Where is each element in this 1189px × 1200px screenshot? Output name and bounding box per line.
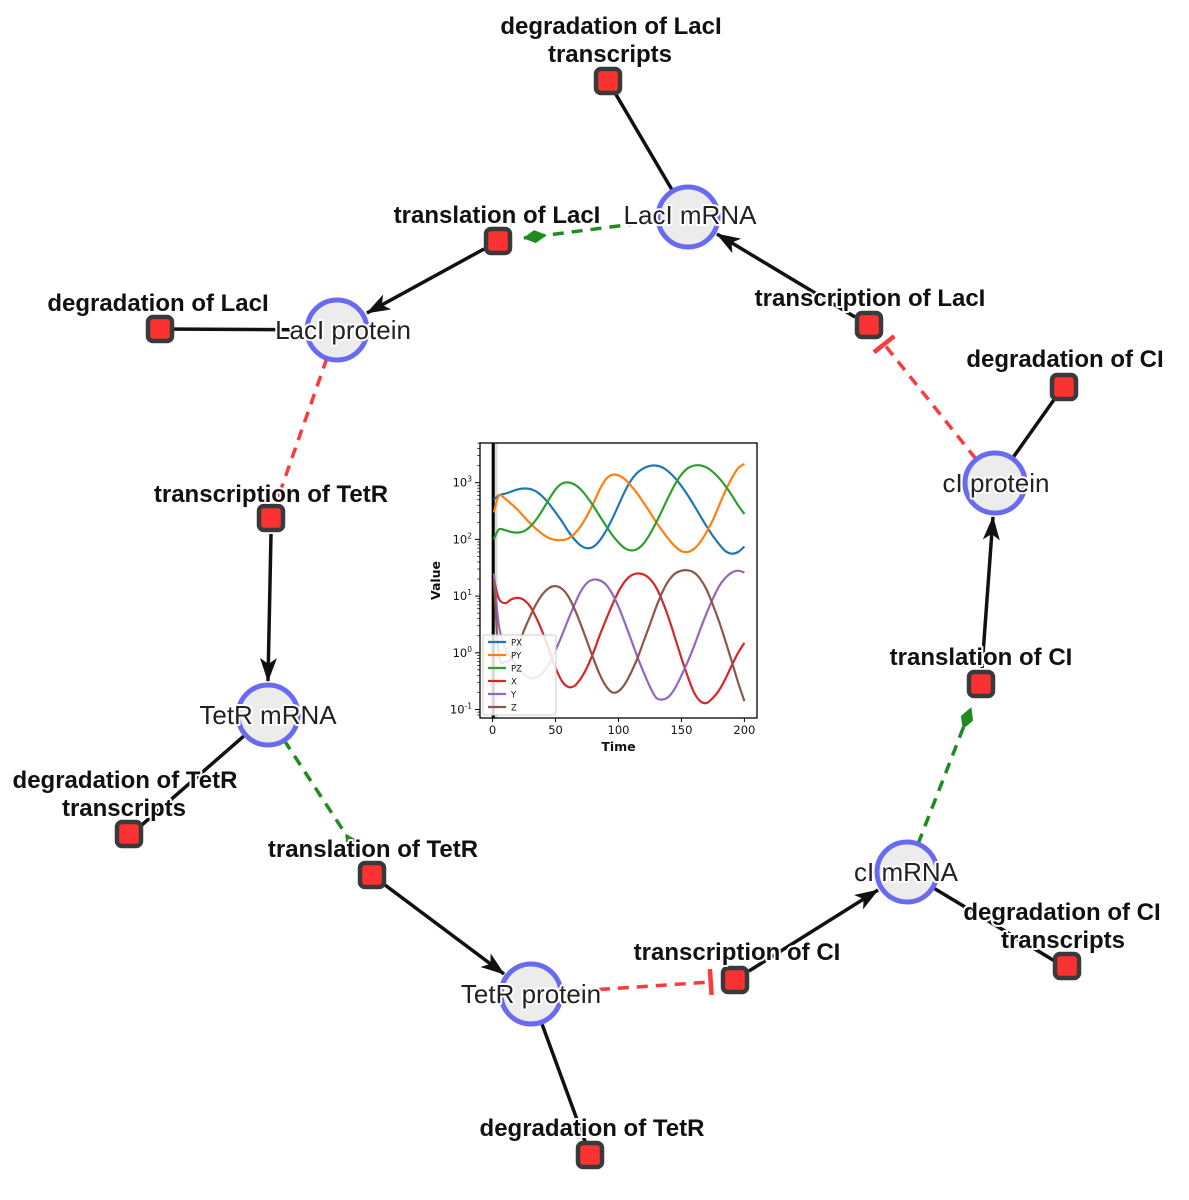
plot-background xyxy=(418,433,772,780)
reaction-label: translation of CI xyxy=(890,644,1073,671)
edge-transcription-tetR-to-tetR-mrna xyxy=(259,533,277,682)
edge-cI-protein-inhibits-transcription-lacI xyxy=(872,334,978,461)
species-label: LacI mRNA xyxy=(624,200,758,230)
reaction-label: transcription of TetR xyxy=(154,481,388,508)
reaction-label: transcription of LacI xyxy=(755,285,986,312)
reaction-node-translation-of-tetR xyxy=(357,860,387,890)
x-tick-label: 0 xyxy=(489,723,496,737)
reaction-node-transcription-of-lacI xyxy=(854,310,884,340)
x-tick-label: 50 xyxy=(548,723,563,737)
x-tick-label: 100 xyxy=(608,723,630,737)
y-axis-label: Value xyxy=(428,561,443,600)
edge-translation-tetR-to-tetR-protein xyxy=(383,883,506,976)
reaction-node-degradation-of-cI xyxy=(1049,372,1079,402)
species-label: cI mRNA xyxy=(854,857,959,887)
label-layer: degradation of LacI transcripts translat… xyxy=(11,11,1166,1144)
series-line-PZ xyxy=(492,464,746,552)
reaction-node-degradation-of-tetR-transcripts xyxy=(114,819,144,849)
reaction-label: transcription of CI xyxy=(634,939,841,966)
species-label: TetR mRNA xyxy=(199,700,337,730)
reaction-node-transcription-of-cI xyxy=(720,965,750,995)
reaction-node-degradation-of-lacI xyxy=(145,314,175,344)
series-line-X xyxy=(492,572,746,705)
reaction-label: translation of TetR xyxy=(268,836,478,863)
reaction-label: transcripts xyxy=(62,795,186,822)
edge-tetR-mrna-modifier-translation xyxy=(282,739,360,854)
reaction-node-layer xyxy=(114,66,1082,1170)
legend-label-X: X xyxy=(511,678,517,688)
reaction-label: degradation of LacI xyxy=(500,13,721,40)
species-node-tetR-mrna xyxy=(235,682,301,748)
series-line-PY xyxy=(492,462,746,554)
species-node-lacI-protein xyxy=(304,297,370,363)
species-node-cI-mrna xyxy=(874,839,940,905)
legend-label-PY: PY xyxy=(511,652,522,662)
legend-label-Y: Y xyxy=(510,691,517,701)
edge-lacI-protein-inhibits-transcription-tetR xyxy=(266,357,329,502)
reaction-label: degradation of CI xyxy=(966,346,1163,373)
edge-transcription-lacI-to-lacI-mrna xyxy=(716,232,856,319)
reaction-label: degradation of LacI xyxy=(47,290,268,317)
reaction-label: transcripts xyxy=(548,41,672,68)
edge-translation-cI-to-cI-protein xyxy=(980,516,1000,669)
reaction-node-transcription-of-tetR xyxy=(256,503,286,533)
species-node-tetR-protein xyxy=(498,961,564,1027)
series-line-PX xyxy=(493,464,746,555)
reaction-node-degradation-of-tetR xyxy=(575,1140,605,1170)
x-tick-label: 200 xyxy=(733,723,755,737)
edge-lacI-mrna-modifier-translation xyxy=(523,219,659,244)
x-axis-label: Time xyxy=(601,739,635,754)
legend-label-PZ: PZ xyxy=(511,665,522,675)
series-line-Z xyxy=(492,569,746,702)
species-label: TetR protein xyxy=(461,979,601,1009)
species-label: LacI protein xyxy=(275,315,411,345)
edge-transcription-cI-to-cI-mrna xyxy=(748,888,879,973)
reaction-node-degradation-of-cI-transcripts xyxy=(1052,951,1082,981)
reaction-label: degradation of TetR xyxy=(13,767,238,794)
embedded-timeseries-chart: 0 50 100 150 20010-1100101102103TimeValuePXP… xyxy=(418,433,772,780)
legend-label-Z: Z xyxy=(511,704,517,714)
reaction-node-degradation-of-lacI-transcripts xyxy=(593,66,623,96)
reaction-node-translation-of-lacI xyxy=(483,226,513,256)
edge-translation-lacI-to-lacI-protein xyxy=(366,247,485,315)
reaction-label: degradation of TetR xyxy=(480,1115,705,1142)
reaction-label: degradation of CI xyxy=(963,899,1160,926)
reaction-node-translation-of-cI xyxy=(966,669,996,699)
species-label: cI protein xyxy=(943,468,1050,498)
edge-cI-mrna-modifier-translation xyxy=(916,707,974,845)
species-node-lacI-mrna xyxy=(655,184,721,250)
species-node-cI-protein xyxy=(962,450,1028,516)
x-tick-label: 150 xyxy=(670,723,692,737)
legend-label-PX: PX xyxy=(511,639,522,649)
edge-tetR-protein-inhibits-transcription-cI xyxy=(560,968,714,996)
species-node-layer xyxy=(235,184,1028,1027)
reaction-label: translation of LacI xyxy=(394,202,601,229)
reaction-label: transcripts xyxy=(1001,927,1125,954)
